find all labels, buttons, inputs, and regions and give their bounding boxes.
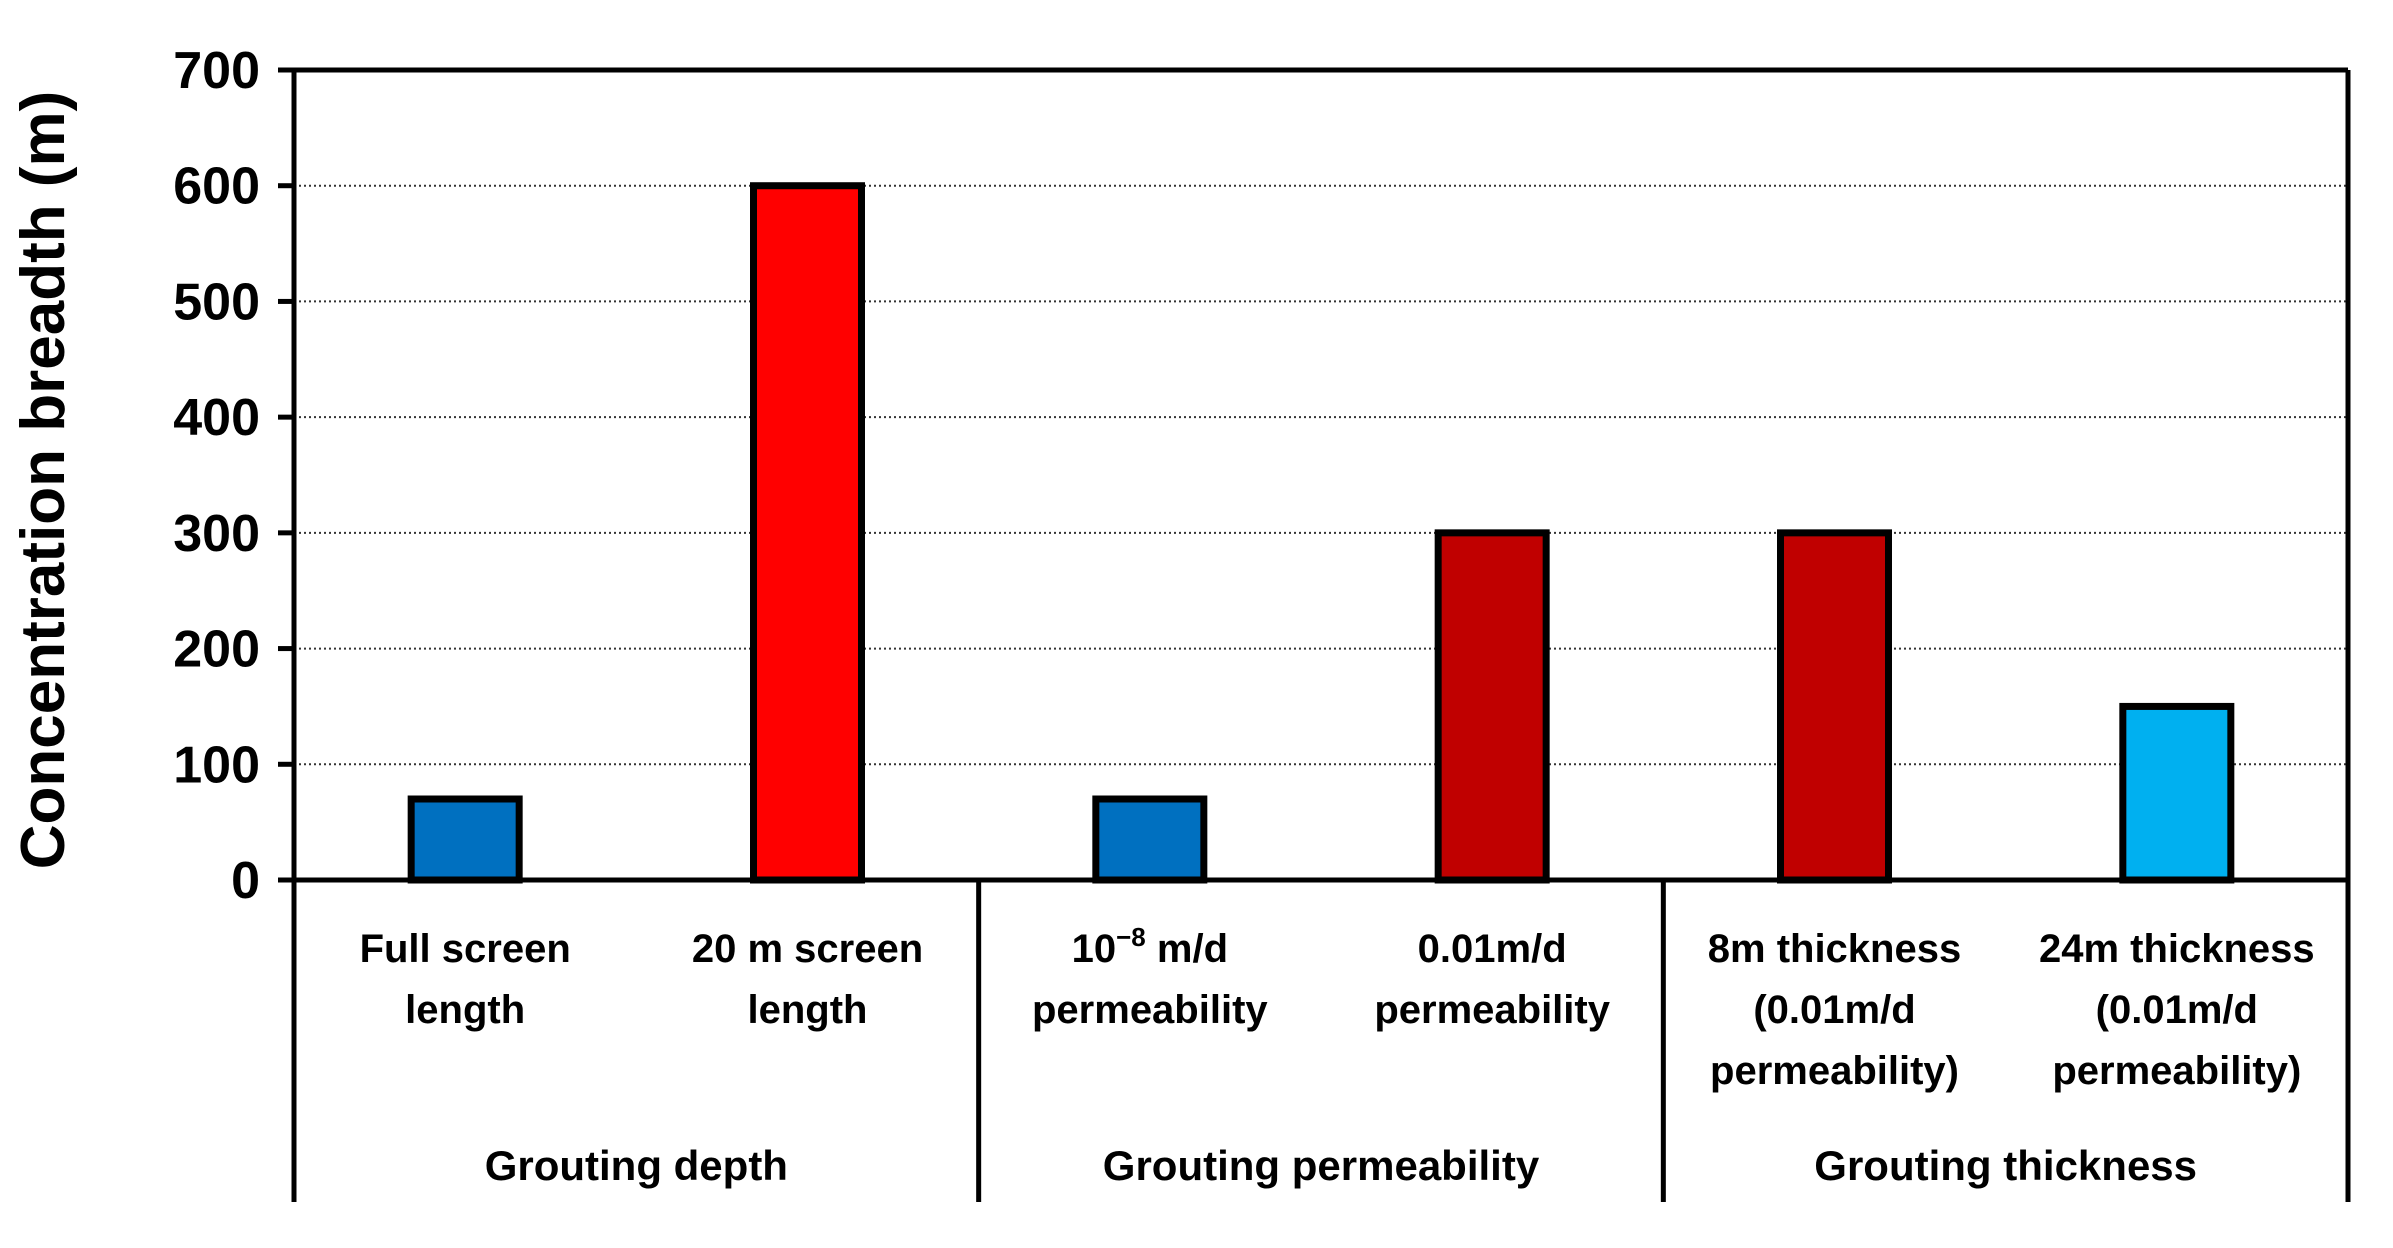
y-tick-label: 700	[173, 42, 260, 100]
bar	[1777, 529, 1892, 884]
y-tick-label: 300	[173, 505, 260, 563]
gridlines	[294, 184, 2348, 766]
y-tick-label: 600	[173, 158, 260, 216]
bar	[1092, 795, 1208, 884]
group-label: Grouting thickness	[1814, 1142, 2197, 1189]
category-label: 24m thickness (0.01m/d permeability)	[2039, 927, 2315, 1093]
y-tick-labels: 0 100 200 300 400 500 600 700	[173, 42, 260, 910]
y-tick-label: 200	[173, 621, 260, 679]
y-tick-label: 100	[173, 736, 260, 794]
bar	[750, 182, 865, 884]
group-label: Grouting depth	[485, 1142, 788, 1189]
axes	[278, 67, 2351, 1202]
y-tick-label: 500	[173, 273, 260, 331]
bar	[1434, 529, 1550, 884]
category-labels: Full screen length 20 m screen length 10−8 m…	[360, 922, 2315, 1093]
category-label: 10−8 m/d permeability	[1032, 922, 1268, 1032]
group-labels: Grouting depth Grouting permeability Grout…	[485, 1142, 2197, 1189]
y-axis-label: Concentration breadth (m)	[9, 91, 78, 869]
bar	[407, 795, 523, 884]
category-label: Full screen length	[360, 927, 571, 1032]
y-tick-label: 0	[231, 852, 260, 910]
category-label: 20 m screen length	[692, 927, 923, 1032]
category-label: 0.01m/d permeability	[1374, 927, 1610, 1032]
category-label: 8m thickness (0.01m/d permeability)	[1708, 927, 1961, 1093]
group-label: Grouting permeability	[1103, 1142, 1540, 1189]
bar	[2119, 702, 2235, 884]
y-tick-label: 400	[173, 389, 260, 447]
